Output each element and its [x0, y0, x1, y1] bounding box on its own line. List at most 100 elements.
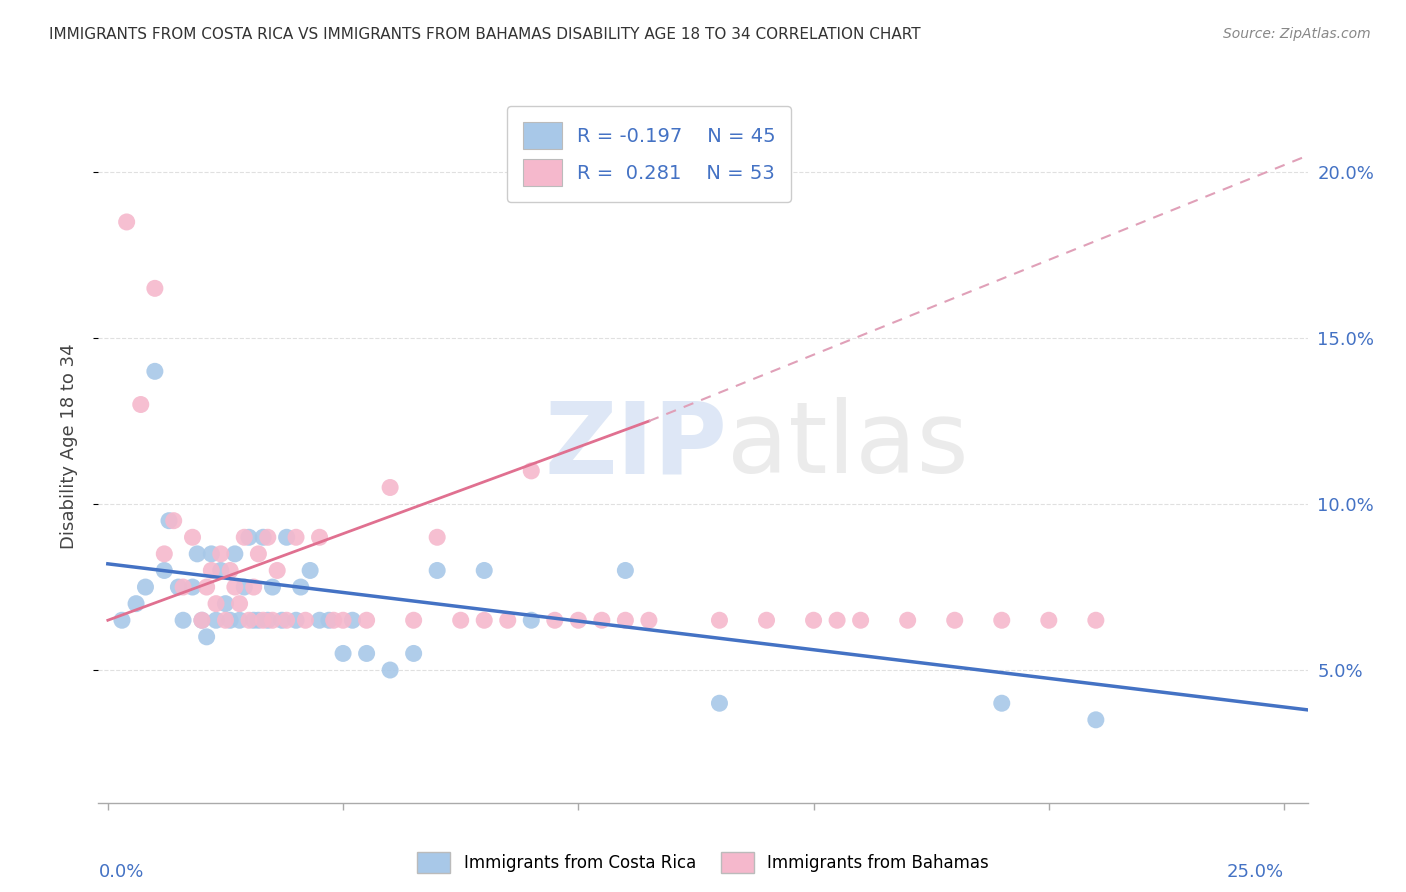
Point — [426, 530, 449, 544]
Point — [276, 613, 298, 627]
Point — [129, 397, 152, 411]
Point — [191, 613, 214, 627]
Point — [195, 630, 218, 644]
Point — [308, 613, 330, 627]
Point — [111, 613, 134, 627]
Point — [520, 613, 543, 627]
Point — [271, 613, 294, 627]
Text: 0.0%: 0.0% — [98, 863, 143, 880]
Point — [163, 514, 186, 528]
Point — [172, 613, 194, 627]
Point — [332, 613, 354, 627]
Point — [228, 597, 250, 611]
Point — [378, 481, 401, 495]
Point — [167, 580, 190, 594]
Point — [242, 580, 264, 594]
Legend: R = -0.197    N = 45, R =  0.281    N = 53: R = -0.197 N = 45, R = 0.281 N = 53 — [508, 106, 792, 202]
Point — [242, 613, 264, 627]
Point — [224, 580, 246, 594]
Point — [143, 364, 166, 378]
Point — [153, 564, 176, 578]
Point — [266, 564, 288, 578]
Point — [209, 564, 232, 578]
Point — [709, 613, 731, 627]
Point — [849, 613, 872, 627]
Point — [238, 613, 260, 627]
Point — [990, 613, 1012, 627]
Point — [294, 613, 316, 627]
Point — [219, 564, 242, 578]
Point — [256, 530, 278, 544]
Point — [205, 613, 228, 627]
Point — [181, 530, 204, 544]
Point — [252, 613, 274, 627]
Point — [591, 613, 613, 627]
Point — [322, 613, 344, 627]
Point — [520, 464, 543, 478]
Point — [990, 696, 1012, 710]
Point — [544, 613, 567, 627]
Point — [614, 613, 637, 627]
Point — [247, 547, 270, 561]
Point — [200, 547, 222, 561]
Point — [638, 613, 661, 627]
Point — [496, 613, 519, 627]
Point — [472, 613, 495, 627]
Text: IMMIGRANTS FROM COSTA RICA VS IMMIGRANTS FROM BAHAMAS DISABILITY AGE 18 TO 34 CO: IMMIGRANTS FROM COSTA RICA VS IMMIGRANTS… — [49, 27, 921, 42]
Y-axis label: Disability Age 18 to 34: Disability Age 18 to 34 — [59, 343, 77, 549]
Point — [195, 580, 218, 594]
Point — [299, 564, 322, 578]
Point — [262, 613, 284, 627]
Point — [308, 530, 330, 544]
Point — [224, 547, 246, 561]
Point — [356, 647, 378, 661]
Point — [157, 514, 180, 528]
Point — [709, 696, 731, 710]
Text: ZIP: ZIP — [544, 398, 727, 494]
Point — [209, 547, 232, 561]
Point — [290, 580, 312, 594]
Point — [285, 530, 308, 544]
Point — [205, 597, 228, 611]
Point — [143, 281, 166, 295]
Legend: Immigrants from Costa Rica, Immigrants from Bahamas: Immigrants from Costa Rica, Immigrants f… — [411, 846, 995, 880]
Point — [803, 613, 825, 627]
Point — [228, 613, 250, 627]
Point — [567, 613, 589, 627]
Point — [238, 530, 260, 544]
Point — [214, 597, 236, 611]
Point — [172, 580, 194, 594]
Point — [181, 580, 204, 594]
Point — [1038, 613, 1060, 627]
Point — [262, 580, 284, 594]
Point — [247, 613, 270, 627]
Point — [256, 613, 278, 627]
Point — [402, 647, 425, 661]
Text: 25.0%: 25.0% — [1227, 863, 1284, 880]
Point — [450, 613, 472, 627]
Text: atlas: atlas — [727, 398, 969, 494]
Point — [191, 613, 214, 627]
Point — [825, 613, 848, 627]
Point — [342, 613, 364, 627]
Point — [614, 564, 637, 578]
Point — [233, 530, 256, 544]
Point — [378, 663, 401, 677]
Point — [134, 580, 156, 594]
Point — [1084, 613, 1107, 627]
Point — [153, 547, 176, 561]
Point — [897, 613, 920, 627]
Point — [356, 613, 378, 627]
Point — [472, 564, 495, 578]
Point — [402, 613, 425, 627]
Point — [200, 564, 222, 578]
Point — [186, 547, 208, 561]
Point — [219, 613, 242, 627]
Point — [943, 613, 966, 627]
Point — [276, 530, 298, 544]
Point — [1084, 713, 1107, 727]
Point — [426, 564, 449, 578]
Text: Source: ZipAtlas.com: Source: ZipAtlas.com — [1223, 27, 1371, 41]
Point — [285, 613, 308, 627]
Point — [214, 613, 236, 627]
